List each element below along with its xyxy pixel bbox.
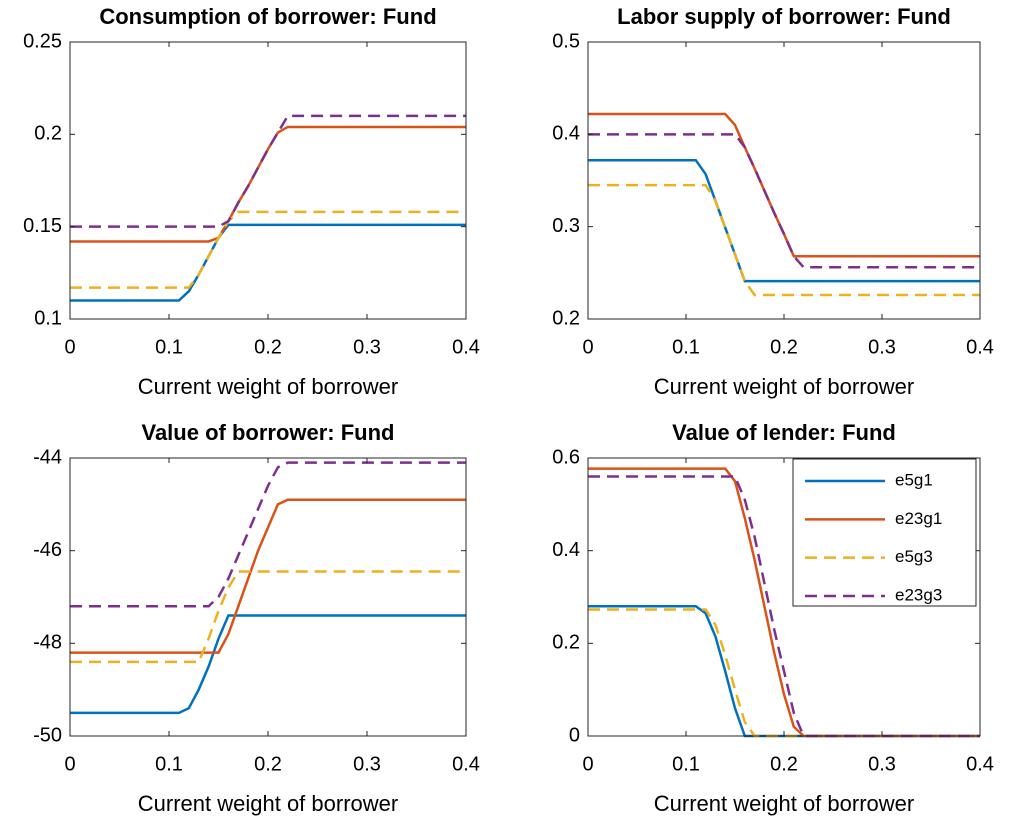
legend-label: e5g3 — [895, 547, 933, 566]
y-tick-label: 0.1 — [34, 307, 62, 329]
chart-title: Consumption of borrower: Fund — [99, 4, 436, 29]
chart-title: Value of lender: Fund — [672, 420, 896, 445]
x-axis-label: Current weight of borrower — [138, 791, 398, 816]
series-line — [588, 133, 980, 269]
series-line — [588, 158, 980, 283]
legend-box — [792, 458, 977, 607]
x-tick-label: 0.3 — [868, 336, 896, 358]
y-tick-label: -44 — [33, 446, 62, 468]
series-line — [70, 461, 466, 608]
axes-background — [70, 42, 466, 319]
chart-title: Value of borrower: Fund — [141, 420, 394, 445]
y-tick-label: 0.2 — [34, 123, 62, 145]
legend-label: e23g1 — [895, 509, 942, 528]
x-tick-label: 0.2 — [254, 753, 282, 775]
y-tick-label: 0.4 — [552, 539, 580, 561]
y-tick-label: -50 — [33, 724, 62, 746]
y-tick-label: -48 — [33, 632, 62, 654]
series-line — [70, 570, 466, 664]
series-line — [70, 498, 466, 654]
y-tick-label: 0 — [569, 724, 580, 746]
x-tick-label: 0 — [64, 753, 75, 775]
x-tick-label: 0.1 — [672, 336, 700, 358]
y-tick-label: 0.2 — [552, 632, 580, 654]
x-tick-label: 0 — [582, 753, 593, 775]
x-tick-label: 0.1 — [155, 753, 183, 775]
x-tick-label: 0.3 — [353, 336, 381, 358]
x-tick-label: 0.3 — [353, 753, 381, 775]
x-tick-label: 0.2 — [254, 336, 282, 358]
y-tick-label: 0.15 — [23, 215, 62, 237]
legend-label: e23g3 — [895, 585, 942, 604]
axes-background — [70, 458, 466, 736]
y-tick-label: 0.2 — [552, 307, 580, 329]
series-line — [70, 614, 466, 715]
legend-label: e5g1 — [895, 470, 933, 489]
series-line — [588, 183, 980, 297]
x-tick-label: 0.4 — [966, 753, 994, 775]
x-tick-label: 0.2 — [770, 336, 798, 358]
series-line — [70, 210, 466, 289]
y-tick-label: 0.6 — [552, 446, 580, 468]
y-tick-label: 0.4 — [552, 123, 580, 145]
x-tick-label: 0.4 — [452, 336, 480, 358]
y-tick-label: 0.25 — [23, 30, 62, 52]
y-tick-label: 0.3 — [552, 215, 580, 237]
x-tick-label: 0.1 — [672, 753, 700, 775]
x-tick-label: 0 — [64, 336, 75, 358]
x-tick-label: 0.4 — [966, 336, 994, 358]
x-axis-label: Current weight of borrower — [654, 374, 914, 399]
series-line — [70, 114, 466, 228]
x-tick-label: 0.2 — [770, 753, 798, 775]
y-tick-label: 0.5 — [552, 30, 580, 52]
chart-title: Labor supply of borrower: Fund — [617, 4, 951, 29]
x-axis-label: Current weight of borrower — [654, 791, 914, 816]
x-tick-label: 0 — [582, 336, 593, 358]
x-axis-label: Current weight of borrower — [138, 374, 398, 399]
series-line — [588, 112, 980, 258]
x-tick-label: 0.3 — [868, 753, 896, 775]
y-tick-label: -46 — [33, 539, 62, 561]
x-tick-label: 0.4 — [452, 753, 480, 775]
series-line — [70, 223, 466, 302]
axes-background — [588, 42, 980, 319]
x-tick-label: 0.1 — [155, 336, 183, 358]
